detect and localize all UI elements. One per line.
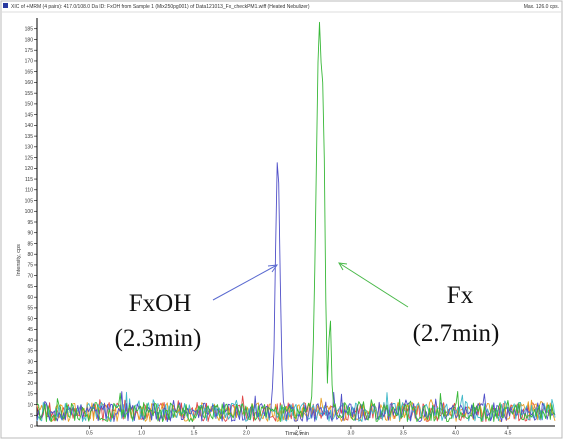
x-tick-label: 2.0 [243,431,250,437]
annotation-fx-time: (2.7min) [413,320,500,347]
y-tick-label: 120 [25,166,34,172]
annotation-fxoh-time: (2.3min) [115,325,202,352]
x-axis-label: Time, min [285,431,309,437]
y-tick-label: 50 [27,316,33,322]
x-tick-label: 3.0 [347,431,354,437]
y-tick-label: 135 [25,134,34,140]
y-tick-label: 80 [27,252,33,258]
y-tick-label: 65 [27,284,33,290]
y-tick-label: 30 [27,359,33,365]
y-tick-label: 55 [27,306,33,312]
y-tick-label: 90 [27,231,33,237]
y-tick-label: 110 [25,188,33,194]
annotation-fx: Fx (2.7min) [338,262,500,347]
x-tick-label: 1.0 [138,431,145,437]
max-intensity-label: Max. 126.0 cps. [524,4,559,10]
series-line [36,391,556,423]
y-tick-label: 115 [25,177,33,183]
y-tick-label: 100 [25,209,34,215]
y-tick-label: 105 [25,198,34,204]
y-tick-label: 150 [25,102,34,108]
x-tick-label: 3.5 [400,431,407,437]
y-tick-label: 175 [25,48,34,54]
y-axis-label: Intensity, cps [16,244,22,276]
y-tick-label: 35 [27,349,33,355]
chart-title: XIC of +MRM (4 pairs): 417.0/108.0 Da ID… [11,4,310,10]
y-tick-label: 10 [27,402,33,408]
annotation-fxoh-name: FxOH [129,290,192,317]
y-ticks: 0 5 10 15 20 25 30 35 40 45 50 55 60 65 70 75 80 85 90 95 10… [25,27,37,430]
x-ticks: 0.5 1.0 1.5 2.0 2.5 3.0 3.5 4.0 4.5 [86,426,512,437]
header-icon [3,3,8,8]
y-tick-label: 0 [30,424,33,430]
traces [36,21,556,423]
y-tick-label: 60 [27,295,33,301]
y-tick-label: 180 [25,37,34,43]
y-tick-label: 140 [25,123,34,129]
y-tick-label: 85 [27,241,33,247]
x-tick-label: 4.0 [452,431,459,437]
y-tick-label: 145 [25,112,34,118]
y-tick-label: 125 [25,155,34,161]
y-tick-label: 160 [25,80,34,86]
y-tick-label: 170 [25,59,34,65]
x-tick-label: 1.5 [190,431,197,437]
series-line [36,21,556,423]
x-tick-label: 4.5 [504,431,511,437]
y-tick-label: 75 [27,263,33,269]
x-tick-label: 0.5 [86,431,93,437]
y-tick-label: 130 [25,145,34,151]
y-tick-label: 165 [25,69,34,75]
y-tick-label: 45 [27,327,33,333]
annotation-fxoh-arrow [212,264,278,301]
y-tick-label: 20 [27,381,33,387]
series-line [36,162,556,423]
y-tick-label: 40 [27,338,33,344]
y-tick-label: 15 [27,392,33,398]
annotation-fx-arrow [338,262,409,308]
y-tick-label: 25 [27,370,33,376]
y-tick-label: 70 [27,273,33,279]
y-tick-label: 185 [25,27,34,33]
annotation-fx-arrowhead [338,262,348,271]
y-tick-label: 5 [30,413,33,419]
y-tick-label: 95 [27,220,33,226]
y-tick-label: 155 [25,91,34,97]
annotation-fxoh: FxOH (2.3min) [115,264,279,352]
annotation-fx-name: Fx [447,282,474,309]
annotation-fxoh-arrowhead [267,264,279,273]
x-tick-label: 2.5 [295,431,302,437]
